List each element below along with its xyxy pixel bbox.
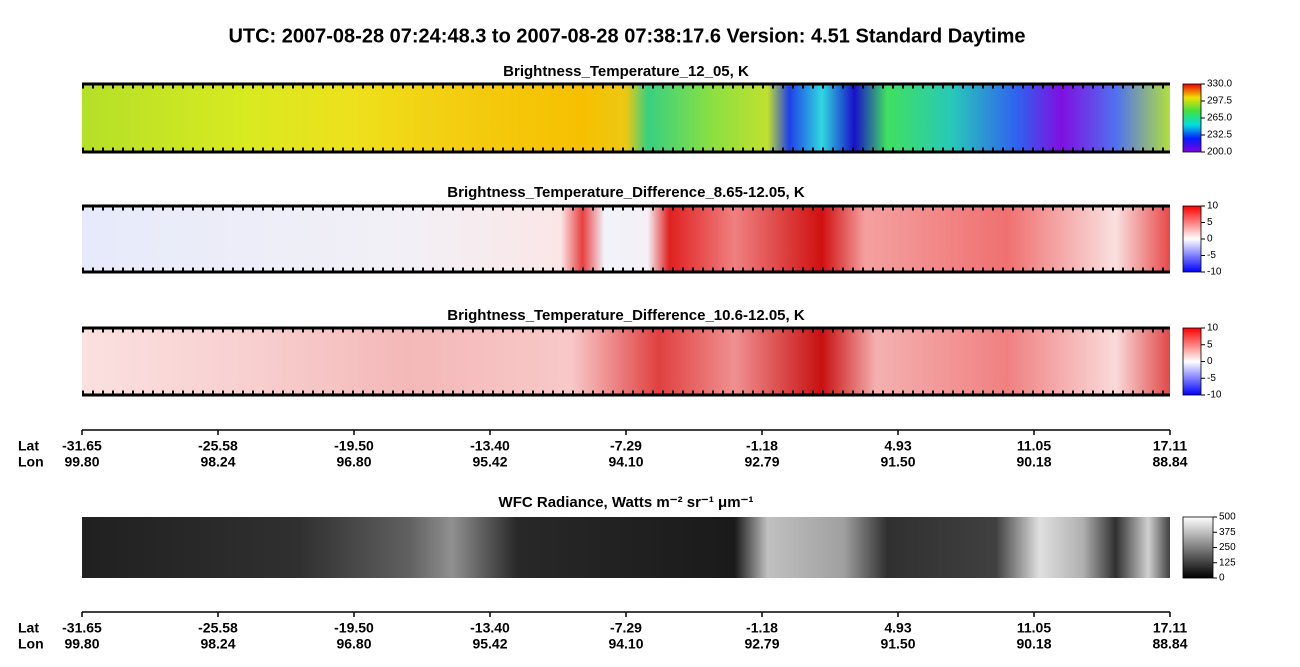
lon-value: 91.50 <box>880 636 915 652</box>
lon-value: 90.18 <box>1016 636 1051 652</box>
colorbar-label: 375 <box>1219 527 1236 538</box>
lat-value: -25.58 <box>198 620 238 636</box>
colorbar-label: -10 <box>1207 390 1222 401</box>
lon-label: Lon <box>18 454 44 470</box>
colorbar-label: 250 <box>1219 542 1236 553</box>
colorbar-label: 10 <box>1207 323 1219 334</box>
lat-value: -31.65 <box>62 438 102 454</box>
page-title: UTC: 2007-08-28 07:24:48.3 to 2007-08-28… <box>228 25 1025 47</box>
lon-value: 88.84 <box>1152 636 1187 652</box>
lat-value: -25.58 <box>198 438 238 454</box>
lon-value: 88.84 <box>1152 454 1187 470</box>
lat-value: 4.93 <box>884 438 911 454</box>
lon-value: 92.79 <box>744 454 779 470</box>
colorbar-label: 330.0 <box>1207 79 1232 90</box>
lon-value: 92.79 <box>744 636 779 652</box>
lon-value: 94.10 <box>608 636 643 652</box>
colorbar <box>1182 83 1202 153</box>
colorbar-label: 10 <box>1207 201 1219 212</box>
colorbar-label: 265.0 <box>1207 113 1232 124</box>
lat-value: -19.50 <box>334 620 374 636</box>
panel-title: Brightness_Temperature_Difference_10.6-1… <box>447 307 805 324</box>
colorbar-label: 0 <box>1207 356 1213 367</box>
colorbar-label: 0 <box>1219 573 1225 584</box>
lon-value: 95.42 <box>472 636 507 652</box>
lon-value: 98.24 <box>200 454 235 470</box>
lat-value: -1.18 <box>746 620 778 636</box>
colorbar-label: 5 <box>1207 217 1213 228</box>
lat-value: 17.11 <box>1153 438 1187 454</box>
image-strip <box>82 328 1170 395</box>
lat-label: Lat <box>18 438 39 454</box>
colorbar-label: 232.5 <box>1207 130 1232 141</box>
lat-value: 4.93 <box>884 620 911 636</box>
colorbar-label: -5 <box>1207 373 1216 384</box>
lat-value: 11.05 <box>1017 438 1051 454</box>
lon-value: 99.80 <box>64 454 99 470</box>
colorbar <box>1182 205 1202 273</box>
panel-title: WFC Radiance, Watts m⁻² sr⁻¹ μm⁻¹ <box>499 494 754 511</box>
lat-value: -7.29 <box>610 620 642 636</box>
panel-title: Brightness_Temperature_12_05, K <box>503 63 749 80</box>
lon-value: 94.10 <box>608 454 643 470</box>
colorbar-label: 0 <box>1207 234 1213 245</box>
lat-label: Lat <box>18 620 39 636</box>
lat-value: -19.50 <box>334 438 374 454</box>
lon-value: 98.24 <box>200 636 235 652</box>
image-strip <box>82 206 1170 272</box>
lon-value: 99.80 <box>64 636 99 652</box>
colorbar-label: 297.5 <box>1207 96 1232 107</box>
lat-value: -1.18 <box>746 438 778 454</box>
lon-value: 96.80 <box>336 636 371 652</box>
panel-title: Brightness_Temperature_Difference_8.65-1… <box>447 184 805 201</box>
colorbar-label: 125 <box>1219 557 1236 568</box>
image-strip <box>82 517 1170 578</box>
colorbar-label: 5 <box>1207 339 1213 350</box>
colorbar-label: 200.0 <box>1207 147 1232 158</box>
colorbar-label: 500 <box>1219 512 1236 523</box>
colorbar <box>1182 327 1202 396</box>
lat-value: -13.40 <box>470 438 510 454</box>
colorbar-label: -10 <box>1207 267 1222 278</box>
lat-value: 17.11 <box>1153 620 1187 636</box>
colorbar-label: -5 <box>1207 250 1216 261</box>
lat-value: -13.40 <box>470 620 510 636</box>
image-strip <box>82 84 1170 152</box>
lon-label: Lon <box>18 636 44 652</box>
lon-value: 91.50 <box>880 454 915 470</box>
lat-value: 11.05 <box>1017 620 1051 636</box>
lat-value: -7.29 <box>610 438 642 454</box>
lon-value: 90.18 <box>1016 454 1051 470</box>
colorbar <box>1182 516 1214 579</box>
lat-value: -31.65 <box>62 620 102 636</box>
lon-value: 95.42 <box>472 454 507 470</box>
lon-value: 96.80 <box>336 454 371 470</box>
